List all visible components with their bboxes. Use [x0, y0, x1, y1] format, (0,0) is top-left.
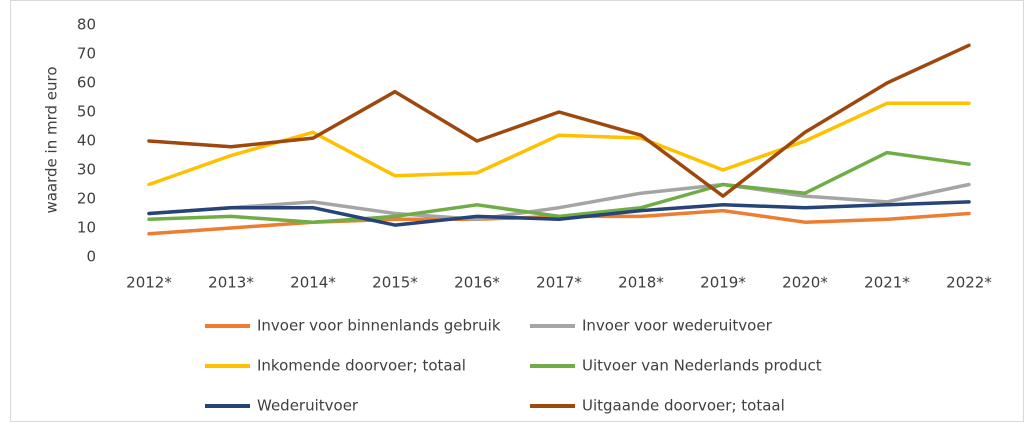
x-tick-label: 2014*: [290, 274, 336, 292]
x-tick-label: 2022*: [946, 274, 992, 292]
y-tick-label: 50: [77, 103, 96, 121]
y-tick-label: 20: [77, 190, 96, 208]
legend-label: Uitgaande doorvoer; totaal: [582, 397, 785, 415]
legend-label: Inkomende doorvoer; totaal: [257, 357, 466, 375]
y-tick-label: 60: [77, 74, 96, 92]
series-line: [147, 43, 971, 198]
y-axis-label: waarde in mrd euro: [43, 66, 61, 213]
y-tick-label: 70: [77, 45, 96, 63]
x-tick-label: 2017*: [536, 274, 582, 292]
y-tick-label: 40: [77, 132, 96, 150]
x-tick-label: 2016*: [454, 274, 500, 292]
x-tick-label: 2019*: [700, 274, 746, 292]
y-tick-label: 30: [77, 161, 96, 179]
x-tick-label: 2020*: [782, 274, 828, 292]
x-tick-label: 2013*: [208, 274, 254, 292]
series-line: [147, 182, 971, 222]
y-tick-label: 10: [77, 219, 96, 237]
legend-label: Uitvoer van Nederlands product: [582, 357, 822, 375]
legend-label: Invoer voor binnenlands gebruik: [257, 317, 501, 335]
x-tick-label: 2015*: [372, 274, 418, 292]
series-line: [147, 208, 971, 236]
series-line: [147, 200, 971, 227]
legend-label: Wederuitvoer: [257, 397, 359, 415]
x-tick-label: 2021*: [864, 274, 910, 292]
chart-frame: [10, 0, 1024, 422]
legend-label: Invoer voor wederuitvoer: [582, 317, 773, 335]
x-tick-label: 2018*: [618, 274, 664, 292]
x-tick-label: 2012*: [126, 274, 172, 292]
y-tick-label: 0: [86, 248, 96, 266]
series-line: [147, 150, 971, 224]
y-tick-label: 80: [77, 16, 96, 34]
